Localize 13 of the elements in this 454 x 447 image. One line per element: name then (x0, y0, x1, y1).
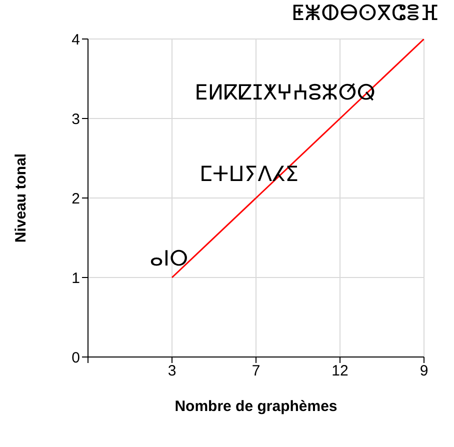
y-tick-label: 0 (72, 349, 80, 366)
x-tick-label: 3 (168, 362, 176, 380)
y-tick-label: 4 (72, 31, 80, 48)
x-tick-label: 12 (332, 362, 348, 380)
x-tick-label: 9 (420, 362, 428, 380)
y-axis-title: Niveau tonal (12, 153, 30, 243)
y-tick-label: 2 (72, 190, 80, 208)
x-tick-label: 7 (252, 362, 260, 380)
y-tick-label: 1 (72, 270, 80, 287)
x-axis-title: Nombre de graphèmes (174, 398, 338, 415)
text: ⵟⵥⵀⴱⵙⴳⵛⴻⴼ (291, 1, 439, 25)
annotation: ⴰⵏⵔ (150, 246, 188, 270)
y-tick-label: 3 (72, 110, 80, 128)
